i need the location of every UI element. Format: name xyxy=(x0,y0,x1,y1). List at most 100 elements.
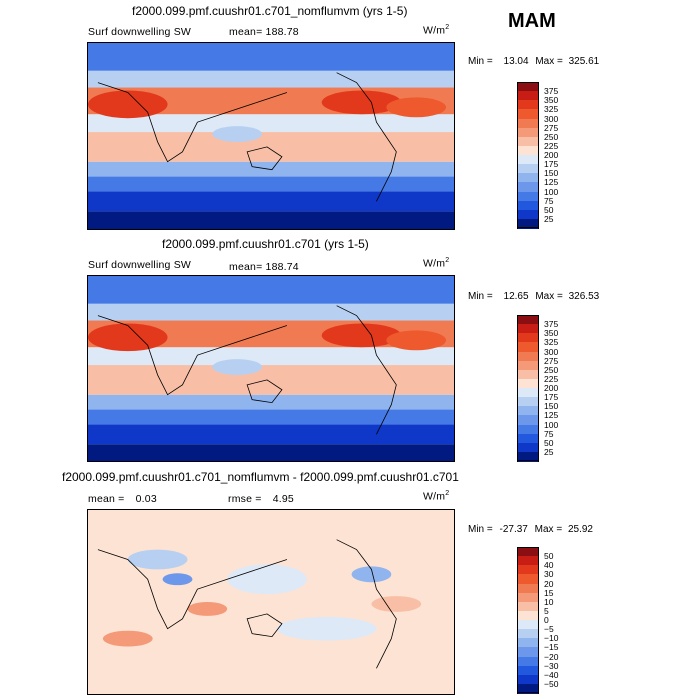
panel3-map xyxy=(87,509,455,695)
panel2-title: f2000.099.pmf.cuushr01.c701 (yrs 1-5) xyxy=(162,237,369,251)
panel3-range: Min = -27.37 Max = 25.92 xyxy=(468,524,593,535)
coast-australia xyxy=(246,613,283,638)
diff-neg-2 xyxy=(227,564,307,595)
panel3-rmse-label: rmse = xyxy=(228,493,262,505)
colorbar-border xyxy=(517,315,539,461)
natl-high xyxy=(386,97,447,118)
colorbar-tick-label: 225 xyxy=(544,373,559,384)
coast-africa-eurasia xyxy=(97,315,288,396)
colorbar-border xyxy=(517,547,539,693)
panel2-variable: Surf downwelling SW xyxy=(88,259,192,271)
panel3-max-value: 25.92 xyxy=(567,524,593,535)
panel3-min-value: -27.37 xyxy=(499,524,528,535)
band-north-high xyxy=(88,276,454,304)
panel1-max-value: 325.61 xyxy=(568,56,600,67)
colorbar-tick-label: 25 xyxy=(544,446,554,457)
panel1-units: W/m2 xyxy=(423,24,449,37)
coast-americas xyxy=(336,305,397,435)
panel3-colorbar: 50 40 30 20 15 10 5 0 −5 −10 −15 −20 −30 −40 −50 xyxy=(517,547,577,694)
panel3-mean: mean = 0.03 xyxy=(88,493,157,505)
panel1-units-base: W/m xyxy=(423,24,446,37)
season-label: MAM xyxy=(508,10,556,32)
panel1-mean: mean= 188.78 xyxy=(229,26,299,38)
panel1-units-sup: 2 xyxy=(445,24,450,31)
colorbar-tick-label: 275 xyxy=(544,122,559,133)
panel1-min-label: Min = xyxy=(468,56,493,67)
panel1-map-svg xyxy=(88,43,454,229)
panel2-map xyxy=(87,275,455,462)
panel2-units-sup: 2 xyxy=(445,257,450,264)
band-south-deep xyxy=(88,424,454,445)
diff-pos-3 xyxy=(102,630,153,647)
panel3-map-svg xyxy=(88,510,454,694)
indo-cloud xyxy=(212,126,263,142)
panel1-min-value: 13.04 xyxy=(503,56,529,67)
colorbar-tick-label: −50 xyxy=(544,678,559,689)
sahara-high xyxy=(88,323,168,352)
colorbar-tick-label: 250 xyxy=(544,131,559,142)
panel1-range: Min = 13.04 Max = 325.61 xyxy=(468,56,599,67)
panel2-mean: mean= 188.74 xyxy=(229,261,299,273)
band-subtrop-south xyxy=(88,365,454,395)
diff-pos-2 xyxy=(371,596,422,612)
colorbar-tick-label: −15 xyxy=(544,642,559,653)
diff-neg-5 xyxy=(276,616,377,641)
colorbar-tick-label: 350 xyxy=(544,328,559,339)
band-tropics xyxy=(88,114,454,133)
colorbar-tick-label: 250 xyxy=(544,364,559,375)
colorbar-tick-label: −30 xyxy=(544,660,559,671)
colorbar-border xyxy=(517,82,539,228)
panel3-rmse-value: 4.95 xyxy=(272,493,294,505)
panel2-min-value: 12.65 xyxy=(503,291,529,302)
indo-cloud xyxy=(212,359,263,375)
panel1-mean-label: mean= xyxy=(229,26,263,38)
sahara-high xyxy=(88,90,168,119)
band-south-mid xyxy=(88,409,454,425)
diff-neg-3 xyxy=(162,573,193,586)
colorbar-tick-label: 300 xyxy=(544,113,559,124)
colorbar-tick-label: 125 xyxy=(544,177,559,188)
coast-americas xyxy=(336,539,397,669)
panel1-max-label: Max = xyxy=(535,56,563,67)
band-north-high xyxy=(88,43,454,71)
coast-africa-eurasia xyxy=(97,82,288,163)
colorbar-tick-label: 225 xyxy=(544,140,559,151)
colorbar-tick-label: 40 xyxy=(544,560,554,571)
colorbar-tick-label: −10 xyxy=(544,633,559,644)
colorbar-tick-label: 200 xyxy=(544,383,559,393)
natl-high xyxy=(386,330,447,351)
panel2-units: W/m2 xyxy=(423,257,449,270)
band-tropics xyxy=(88,347,454,366)
colorbar-tick-label: −20 xyxy=(544,651,559,662)
panel2-map-svg xyxy=(88,276,454,461)
panel3-min-label: Min = xyxy=(468,524,493,535)
panel3-units-base: W/m xyxy=(423,490,446,503)
colorbar-tick-label: 125 xyxy=(544,410,559,421)
colorbar-tick-label: 75 xyxy=(544,428,554,439)
coast-africa-eurasia xyxy=(97,549,288,630)
colorbar-tick-label: 325 xyxy=(544,104,559,115)
colorbar-tick-label: 10 xyxy=(544,596,554,607)
colorbar-tick-label: 350 xyxy=(544,95,559,106)
band-south-polar xyxy=(88,444,454,461)
coast-australia xyxy=(246,146,283,171)
panel3-max-label: Max = xyxy=(534,524,563,535)
panel3-units-sup: 2 xyxy=(445,490,450,497)
panel1-mean-value: 188.78 xyxy=(265,26,299,38)
panel3-mean-value: 0.03 xyxy=(135,493,157,505)
colorbar-tick-label: 100 xyxy=(544,419,559,430)
panel2-colorbar: 375 350 325 300 275 250 225 200 175 150 125 100 75 50… xyxy=(517,315,577,462)
coast-australia xyxy=(246,379,283,404)
colorbar-tick-label: 375 xyxy=(544,319,559,330)
colorbar-tick-label: 20 xyxy=(544,578,554,589)
colorbar-tick-label: 15 xyxy=(544,587,554,598)
colorbar-tick-label: 325 xyxy=(544,337,559,348)
panel2-mean-label: mean= xyxy=(229,261,263,273)
colorbar-tick-label: 0 xyxy=(544,615,549,625)
colorbar-tick-label: 100 xyxy=(544,186,559,197)
colorbar-tick-label: 175 xyxy=(544,392,559,403)
panel2-max-label: Max = xyxy=(535,291,563,302)
npac-high xyxy=(321,323,402,348)
panel2-max-value: 326.53 xyxy=(568,291,600,302)
colorbar-tick-label: 150 xyxy=(544,168,559,179)
